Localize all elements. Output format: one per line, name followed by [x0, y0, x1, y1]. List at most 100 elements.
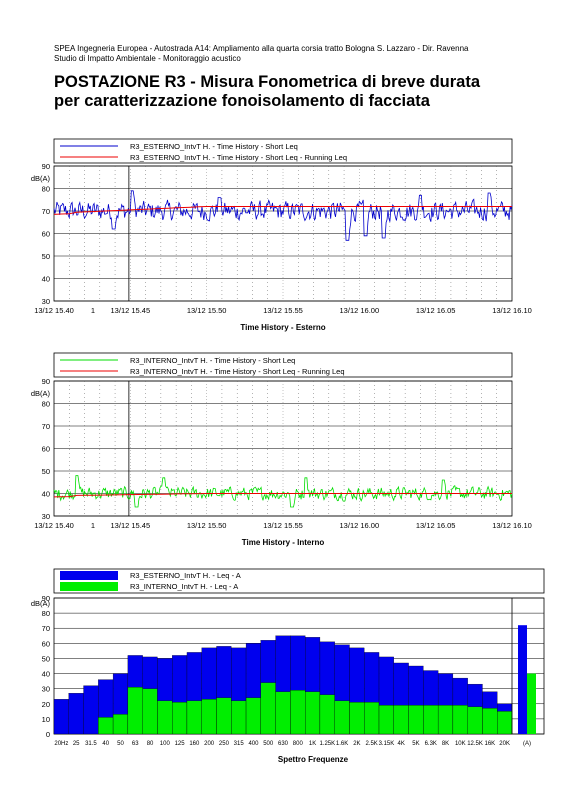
x-tick-label: (A): [523, 741, 531, 747]
y-tick-label: 80: [42, 609, 50, 618]
bar-esterno: [53, 699, 69, 735]
chart-title: Spettro Frequenze: [278, 755, 349, 764]
bar-interno-total: [527, 673, 536, 734]
y-tick-label: 40: [42, 670, 50, 679]
bar-interno: [497, 711, 513, 735]
y-tick-label: 10: [42, 715, 50, 724]
bar-interno: [423, 705, 439, 735]
legend-swatch: [60, 571, 118, 580]
x-tick-label: 630: [278, 741, 289, 747]
bar-interno: [482, 708, 498, 735]
bar-interno: [172, 702, 188, 735]
legend-label: R3_ESTERNO_IntvT H. - Time History - Sho…: [130, 153, 347, 162]
x-tick-label: 500: [263, 741, 274, 747]
legend-box: [53, 352, 513, 378]
y-tick-label: 90: [42, 594, 50, 603]
page-title-line-2: per caratterizzazione fonoisolamento di …: [54, 92, 430, 110]
bar-interno: [364, 702, 380, 735]
bar-interno: [378, 705, 394, 735]
x-tick-label: 13/12 16.00: [340, 521, 380, 530]
y-tick-label: 70: [42, 422, 50, 431]
y-tick-label: 30: [42, 297, 50, 306]
legend-label: R3_ESTERNO_IntvT H. - Time History - Sho…: [130, 142, 298, 151]
x-tick-label: 1K: [309, 741, 316, 747]
legend-swatch: [60, 582, 118, 591]
x-tick-label: 13/12 15.55: [263, 521, 303, 530]
y-tick-label: 50: [42, 467, 50, 476]
x-tick-label: 10K: [455, 741, 466, 747]
y-tick-label: 40: [42, 275, 50, 284]
bar-interno: [157, 700, 173, 735]
bar-interno: [216, 697, 232, 735]
x-tick-label: 13/12 15.45: [111, 521, 151, 530]
y-tick-label: 80: [42, 400, 50, 409]
x-tick-label: 63: [132, 741, 139, 747]
bar-esterno-total: [518, 625, 527, 734]
x-tick-label: 315: [234, 741, 245, 747]
y-tick-label: 30: [42, 685, 50, 694]
y-axis-label: dB(A): [31, 174, 51, 183]
y-axis-label: dB(A): [31, 599, 51, 608]
x-tick-label: 25: [73, 741, 80, 747]
chart-title: Time History - Interno: [242, 538, 325, 547]
y-tick-label: 60: [42, 445, 50, 454]
x-tick-label: 12.5K: [467, 741, 483, 747]
series-short-leq: [53, 190, 513, 241]
x-tick-label: 40: [102, 741, 109, 747]
y-tick-label: 70: [42, 207, 50, 216]
legend-box: [53, 568, 545, 594]
legend-label: R3_ESTERNO_IntvT H. - Leq - A: [130, 571, 241, 580]
bar-interno: [467, 706, 483, 735]
bar-interno: [127, 687, 143, 735]
y-tick-label: 90: [42, 377, 50, 386]
bar-interno: [452, 705, 468, 735]
y-tick-label: 30: [42, 512, 50, 521]
x-tick-label: 13/12 16.10: [492, 521, 532, 530]
y-tick-label: 90: [42, 162, 50, 171]
header-line-2: Studio di Impatto Ambientale - Monitorag…: [54, 54, 241, 63]
x-tick-label: 13/12 16.00: [340, 306, 380, 315]
bar-interno: [305, 691, 321, 735]
x-tick-label: 160: [189, 741, 200, 747]
legend-box: [53, 138, 513, 164]
bar-interno: [112, 714, 129, 735]
x-tick-label: 13/12 15.45: [111, 306, 151, 315]
x-tick-label: 16K: [484, 741, 495, 747]
x-tick-label: 2.5K: [365, 741, 377, 747]
x-tick-label: 13/12 16.05: [416, 306, 456, 315]
x-tick-label: 13/12 16.10: [492, 306, 532, 315]
bar-interno: [437, 705, 454, 735]
bar-esterno: [68, 693, 84, 735]
bar-interno: [334, 700, 350, 735]
bar-interno: [245, 697, 261, 735]
x-tick-label: 800: [293, 741, 304, 747]
bar-interno: [393, 705, 409, 735]
x-tick-label: 13/12 15.50: [187, 521, 227, 530]
bar-interno: [275, 691, 291, 735]
x-tick-label: 80: [147, 741, 154, 747]
x-tick-label: 4K: [398, 741, 405, 747]
bar-interno: [349, 702, 365, 735]
header-line-1: SPEA Ingegneria Europea - Autostrada A14…: [54, 44, 469, 53]
series-running-leq: [53, 493, 512, 498]
x-tick-label: 250: [219, 741, 230, 747]
x-tick-label: 125: [175, 741, 186, 747]
x-tick-label: 31.5: [85, 741, 97, 747]
cursor-label: 1: [91, 521, 95, 530]
bar-interno: [260, 682, 276, 735]
x-tick-label: 13/12 16.05: [416, 521, 456, 530]
bar-interno: [231, 700, 247, 735]
y-tick-label: 60: [42, 230, 50, 239]
x-tick-label: 8K: [442, 741, 449, 747]
bar-esterno: [83, 685, 99, 735]
series-running-leq: [53, 206, 512, 215]
y-tick-label: 0: [46, 730, 50, 739]
y-tick-label: 70: [42, 624, 50, 633]
bar-interno: [408, 705, 424, 735]
y-tick-label: 60: [42, 639, 50, 648]
bar-interno: [319, 694, 335, 735]
chart-title: Time History - Esterno: [240, 323, 325, 332]
x-tick-label: 200: [204, 741, 215, 747]
x-tick-label: 2K: [353, 741, 360, 747]
